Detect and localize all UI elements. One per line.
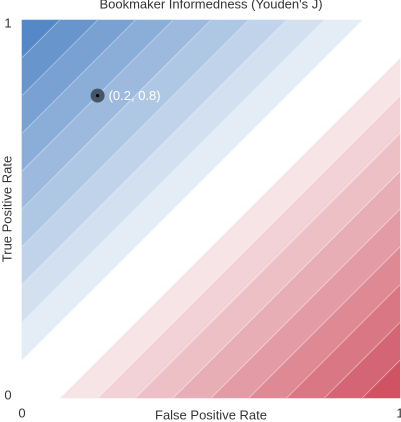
contour-line [21,19,287,285]
contour-line [324,322,401,399]
contour-line [21,19,98,96]
contour-line [248,246,401,399]
x-axis-label: False Positive Rate [155,407,267,422]
contour-line [59,57,401,399]
contour-line [21,19,363,361]
contour-line [97,95,401,399]
chart-title: Bookmaker Informedness (Youden's J) [99,0,322,11]
y-tick-label: 1 [4,15,11,30]
contour-line [21,19,325,323]
y-tick-label: 0 [4,387,11,402]
contour-line [21,19,250,248]
contour-line [135,133,401,399]
contour-line [286,284,401,399]
contour-line [210,208,401,399]
point-center [96,94,100,98]
point-label: (0.2, 0.8) [109,88,161,103]
contour-line [172,170,401,399]
contour-line [361,359,401,399]
contour-line [21,19,212,210]
y-axis-label: True Positive Rate [0,156,14,262]
x-tick-label: 0 [18,405,25,420]
contour-line [21,19,61,59]
x-tick-label: 1 [396,405,401,420]
contour-line [21,19,136,134]
